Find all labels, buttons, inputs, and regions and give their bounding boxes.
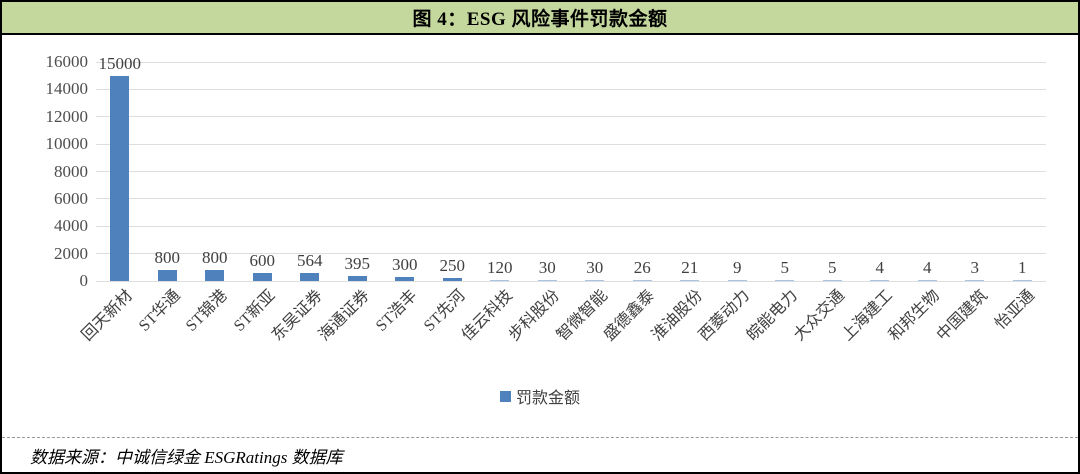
bar — [442, 277, 462, 281]
bar — [347, 275, 367, 281]
x-axis-tick-label: 盛德鑫泰 — [600, 287, 659, 345]
gridline — [96, 61, 1046, 63]
bar — [585, 279, 605, 281]
bar — [1012, 279, 1032, 281]
bar — [537, 279, 557, 281]
y-axis-tick-label: 16000 — [45, 52, 89, 71]
y-axis-tick-label: 0 — [79, 271, 89, 290]
bar — [870, 279, 890, 281]
gridline — [96, 116, 1046, 118]
source-text: 数据来源：中诚信绿金 ESGRatings 数据库 — [30, 447, 343, 467]
bar-value-label: 1 — [1018, 257, 1027, 277]
bar-value-label: 4 — [923, 257, 932, 277]
bar-value-label: 9 — [733, 257, 742, 277]
x-axis-tick-label: ST锦港 — [182, 287, 231, 335]
figure-title-bar: 图 4：ESG 风险事件罚款金额 — [2, 2, 1078, 35]
plot-area: 15000 800 800 600 564 395 300 250 120 30 30 26 21 9 5 5… — [96, 55, 1046, 282]
bar-value-label: 30 — [586, 257, 604, 277]
gridline — [96, 143, 1046, 145]
legend: 罚款金额 — [2, 384, 1078, 408]
y-axis-tick-label: 4000 — [54, 216, 88, 236]
bar-value-label: 30 — [538, 257, 556, 277]
gridline — [96, 198, 1046, 200]
bar-value-label: 300 — [392, 254, 418, 274]
x-axis-tick-label: 佳云科技 — [458, 287, 516, 345]
legend-label: 罚款金额 — [515, 390, 580, 407]
bar — [110, 75, 130, 281]
x-axis-tick-label: 怡亚通 — [992, 287, 1039, 333]
y-axis-tick-label: 2000 — [54, 243, 88, 263]
y-axis-tick-label: 8000 — [54, 161, 88, 181]
bar-value-label: 800 — [154, 248, 181, 268]
x-axis-tick-label: 回天新材 — [78, 287, 136, 345]
legend-swatch-icon — [499, 390, 511, 402]
figure-title: 图 4：ESG 风险事件罚款金额 — [412, 9, 668, 30]
gridline — [96, 253, 1046, 255]
y-axis-tick-label: 6000 — [54, 188, 88, 208]
x-axis-tick-label: ST华通 — [135, 287, 184, 335]
x-axis-tick-label: 海通证券 — [315, 287, 374, 345]
y-axis-tick-label: 12000 — [45, 106, 89, 126]
x-axis-tick-label: ST浩丰 — [372, 287, 421, 335]
bar — [917, 279, 937, 281]
x-axis-tick-label: 智微智能 — [553, 287, 611, 345]
gridline — [96, 225, 1046, 227]
bar-value-label: 395 — [344, 253, 371, 273]
bar-value-label: 250 — [439, 255, 466, 275]
x-axis-tick-label: 大众交通 — [790, 287, 849, 345]
bar — [965, 279, 985, 281]
y-axis-tick-label: 14000 — [45, 79, 89, 99]
x-axis-tick-label: 中国建筑 — [933, 287, 991, 345]
bar-value-label: 600 — [249, 250, 276, 270]
x-axis-tick-label: 上海建工 — [838, 287, 896, 345]
bar-value-label: 26 — [633, 257, 651, 277]
bar-value-label: 564 — [297, 251, 323, 271]
bar — [252, 272, 272, 281]
bar — [632, 279, 652, 281]
bar — [300, 273, 320, 281]
bar — [157, 270, 177, 281]
bar — [727, 279, 747, 281]
x-axis-tick-label: 淮油股份 — [648, 287, 706, 345]
gridline — [96, 280, 1046, 282]
bar — [680, 279, 700, 281]
bar-value-label: 5 — [780, 257, 790, 277]
bar-value-label: 21 — [681, 257, 699, 277]
x-axis-tick-label: 东吴证券 — [268, 287, 326, 345]
bar — [205, 270, 225, 281]
x-axis-tick-label: 和邦生物 — [885, 287, 944, 345]
bar-value-label: 800 — [202, 248, 228, 268]
x-axis-tick-label: 步科股份 — [505, 287, 564, 345]
chart-area: 15000 800 800 600 564 395 300 250 120 30 30 26 21 9 5 5… — [2, 35, 1078, 435]
bar — [490, 279, 510, 281]
bar-value-label: 120 — [487, 257, 513, 277]
bar — [395, 276, 415, 281]
gridline — [96, 171, 1046, 172]
bar-value-label: 4 — [875, 257, 885, 277]
bar — [822, 279, 842, 281]
bar-value-label: 5 — [828, 257, 837, 277]
gridline — [96, 88, 1046, 90]
y-axis-tick-label: 10000 — [45, 134, 89, 154]
x-axis-tick-label: 西菱动力 — [695, 287, 754, 345]
x-axis-tick-label: 皖能电力 — [743, 287, 801, 345]
bar — [775, 279, 795, 281]
source-row: 数据来源：中诚信绿金 ESGRatings 数据库 — [2, 437, 1078, 472]
bar-value-label: 3 — [970, 257, 980, 277]
bar-value-label: 15000 — [98, 53, 142, 73]
